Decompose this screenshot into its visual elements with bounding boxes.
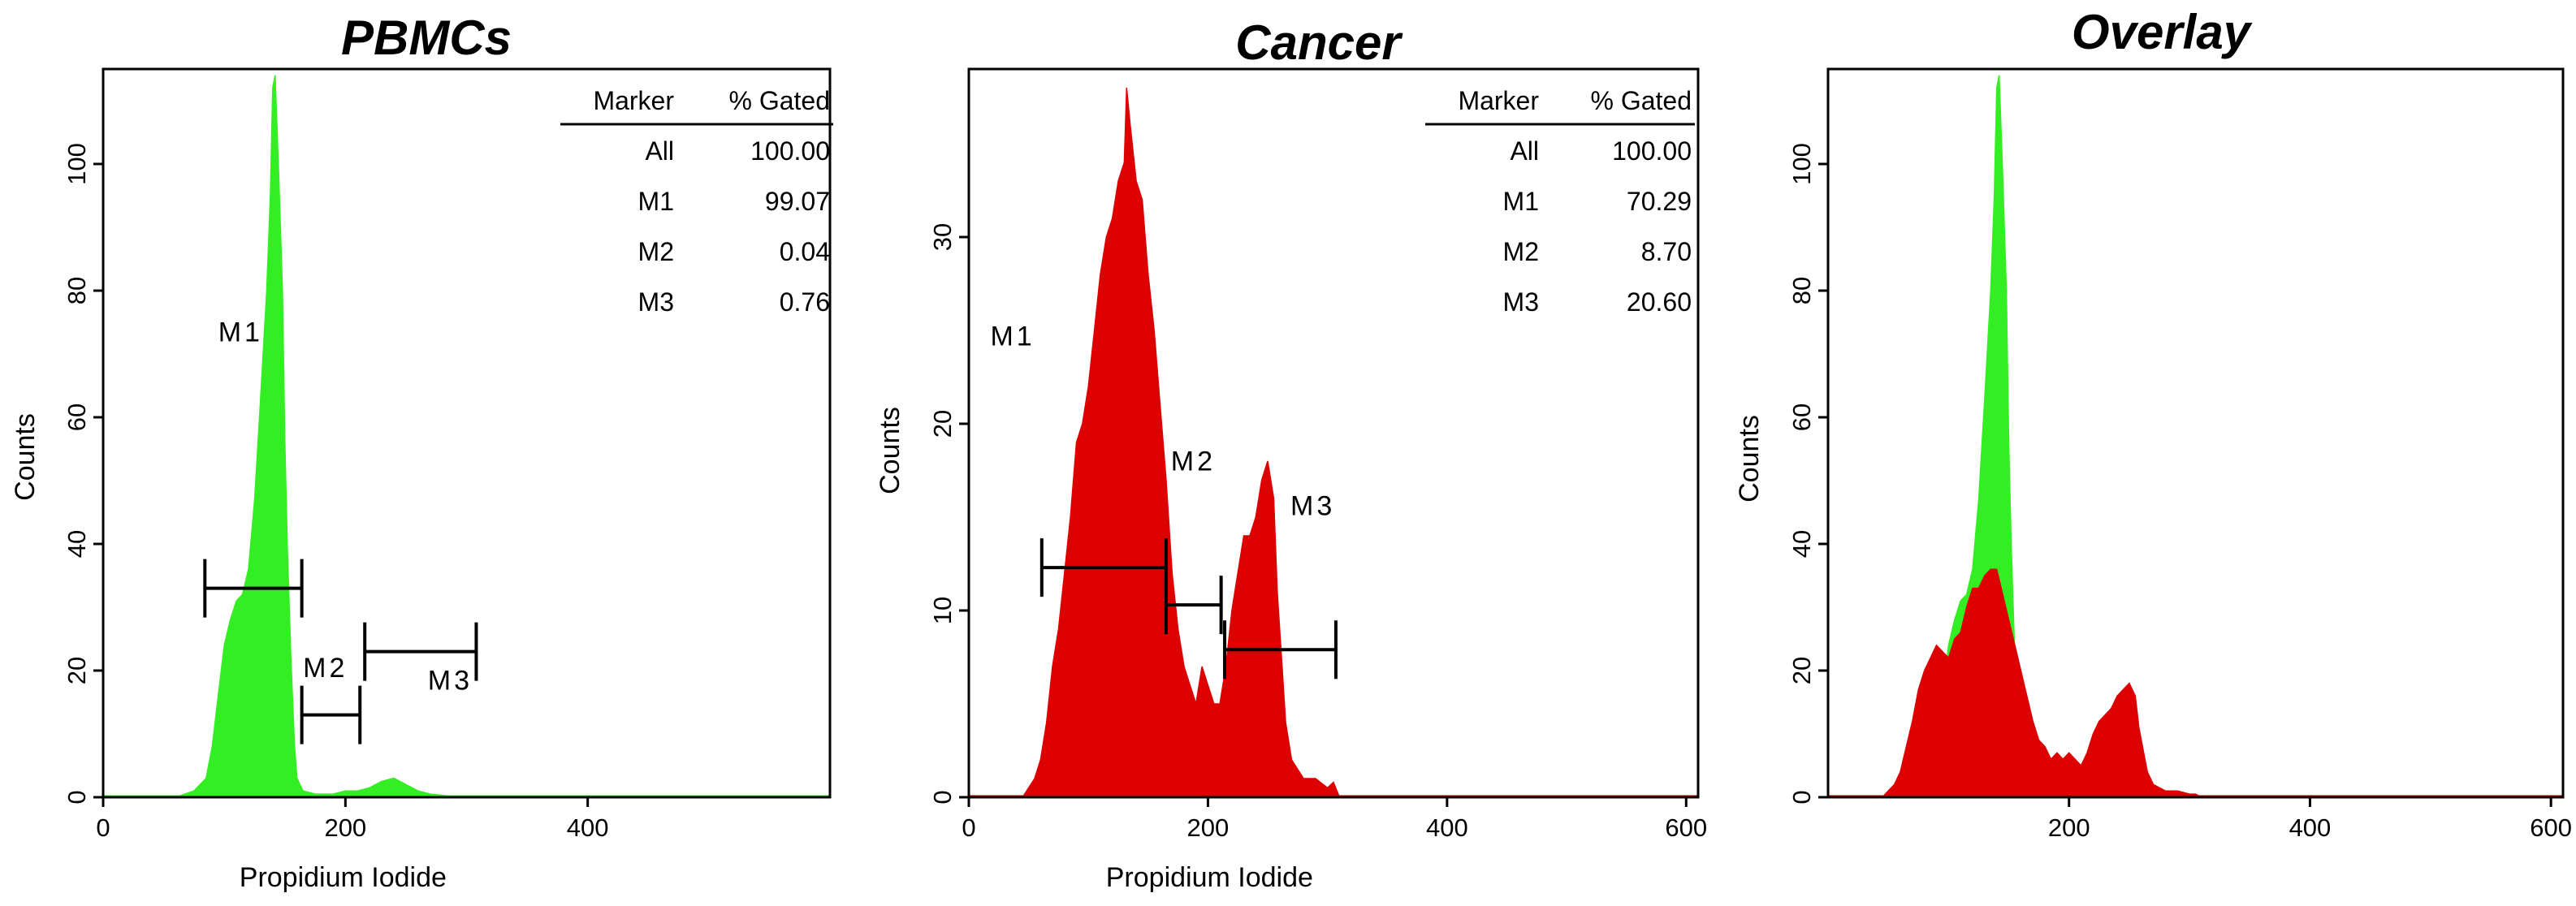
x-tick-label: 400 <box>567 813 609 842</box>
x-tick-label: 400 <box>2289 813 2332 842</box>
table-cell-marker: M2 <box>1503 237 1539 266</box>
y-tick-label: 40 <box>1787 530 1816 558</box>
y-tick-label: 80 <box>1787 277 1816 304</box>
gate-marker-m3 <box>1223 620 1338 680</box>
gate-marker-m3 <box>363 622 478 681</box>
chart-title: PBMCs <box>341 11 512 65</box>
y-tick-label: 10 <box>928 597 957 624</box>
table-cell-gated: 99.07 <box>765 187 830 216</box>
y-tick-label: 20 <box>928 410 957 438</box>
table-cell-marker: M2 <box>638 237 674 266</box>
gating-table: Marker % Gated All 100.00 M1 70.29 M2 8.70 M3 20.… <box>1425 86 1695 317</box>
y-axis-label: Counts <box>10 413 41 501</box>
table-cell-gated: 0.04 <box>780 237 830 266</box>
marker-label: M1 <box>218 317 263 347</box>
panel-overlay: Overlay 0 20 40 60 80 100 200 400 600 Counts <box>1734 5 2572 842</box>
gate-marker-m1 <box>203 559 304 618</box>
marker-label: M2 <box>303 653 348 684</box>
y-tick-label: 80 <box>63 277 91 304</box>
marker-label: M2 <box>1171 447 1216 477</box>
x-tick-label: 200 <box>2048 813 2090 842</box>
y-axis-label: Counts <box>1734 415 1765 503</box>
histogram-series-pbmcs <box>103 75 831 798</box>
gate-marker-m2 <box>1164 576 1223 635</box>
x-axis-label: Propidium Iodide <box>1106 862 1313 893</box>
y-tick-label: 60 <box>1787 403 1816 431</box>
y-tick-label: 20 <box>1787 657 1816 684</box>
plot-frame <box>967 67 1700 799</box>
x-tick-label: 600 <box>2530 813 2572 842</box>
chart-title: Overlay <box>2072 5 2253 59</box>
y-tick-label: 100 <box>63 143 91 185</box>
y-tick-label: 0 <box>1787 790 1816 804</box>
table-cell-gated: 100.00 <box>1612 136 1692 166</box>
marker-label: M3 <box>428 665 473 696</box>
y-tick-label: 20 <box>63 657 91 684</box>
y-axis-label: Counts <box>875 407 905 494</box>
table-header-gated: % Gated <box>728 86 830 115</box>
y-tick-label: 60 <box>63 403 91 431</box>
x-tick-label: 600 <box>1665 813 1707 842</box>
table-cell-marker: M1 <box>638 187 674 216</box>
table-cell-gated: 100.00 <box>750 136 830 166</box>
marker-label: M1 <box>990 321 1035 352</box>
x-axis-label: Propidium Iodide <box>240 862 447 893</box>
panel-pbmcs: PBMCs 0 20 40 60 80 100 0 200 400 Counts Propidium … <box>10 11 833 893</box>
x-tick-label: 200 <box>1187 813 1230 842</box>
y-tick-label: 30 <box>928 223 957 251</box>
gating-table: Marker % Gated All 100.00 M1 99.07 M2 0.04 M3 0.7… <box>560 86 833 317</box>
table-cell-gated: 0.76 <box>780 287 830 317</box>
table-cell-gated: 8.70 <box>1641 237 1692 266</box>
table-cell-gated: 20.60 <box>1627 287 1692 317</box>
x-tick-label: 0 <box>96 813 110 842</box>
table-header-marker: Marker <box>593 86 674 115</box>
x-tick-label: 400 <box>1426 813 1468 842</box>
panel-cancer: Cancer 0 10 20 30 0 200 400 600 Counts Propidium I… <box>875 15 1707 893</box>
x-tick-label: 200 <box>324 813 366 842</box>
table-cell-gated: 70.29 <box>1627 187 1692 216</box>
y-tick-label: 40 <box>63 530 91 558</box>
table-cell-marker: All <box>1510 136 1539 166</box>
y-tick-label: 0 <box>928 790 957 804</box>
table-cell-marker: M1 <box>1503 187 1539 216</box>
y-tick-label: 100 <box>1787 143 1816 185</box>
histogram-series-cancer <box>1828 568 2563 798</box>
plot-frame <box>1826 67 2565 799</box>
gate-marker-m2 <box>300 685 362 744</box>
x-tick-label: 0 <box>962 813 975 842</box>
plot-frame <box>102 67 832 799</box>
table-header-gated: % Gated <box>1590 86 1692 115</box>
histogram-series-cancer <box>969 87 1698 798</box>
marker-label: M3 <box>1290 491 1335 522</box>
table-header-marker: Marker <box>1458 86 1539 115</box>
table-cell-marker: M3 <box>1503 287 1539 317</box>
table-cell-marker: M3 <box>638 287 674 317</box>
chart-title: Cancer <box>1235 15 1403 70</box>
table-cell-marker: All <box>645 136 674 166</box>
y-tick-label: 0 <box>63 790 91 804</box>
